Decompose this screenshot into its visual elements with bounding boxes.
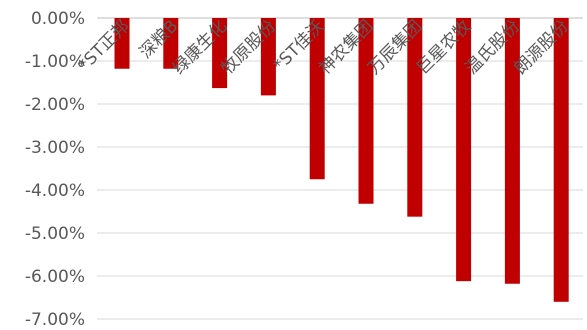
bar: [358, 18, 374, 204]
bar: [407, 18, 423, 217]
bars: [114, 18, 569, 302]
y-tick-label: -2.00%: [25, 95, 85, 115]
bar: [114, 18, 130, 69]
y-tick-label: -5.00%: [25, 224, 85, 244]
bar: [260, 18, 276, 96]
bar: [163, 18, 179, 69]
y-tick-label: -6.00%: [25, 267, 85, 287]
bar: [553, 18, 569, 302]
bar: [309, 18, 325, 180]
y-tick-label: -4.00%: [25, 181, 85, 201]
bar: [504, 18, 520, 284]
y-tick-label: -3.00%: [25, 138, 85, 158]
y-tick-label: -7.00%: [25, 310, 85, 330]
y-tick-label: 0.00%: [31, 9, 85, 29]
y-tick-label: -1.00%: [25, 52, 85, 72]
y-axis-tick-labels: 0.00% -1.00% -2.00% -3.00% -4.00% -5.00% -6.00…: [25, 9, 85, 330]
bar: [212, 18, 228, 89]
bar: [456, 18, 472, 282]
